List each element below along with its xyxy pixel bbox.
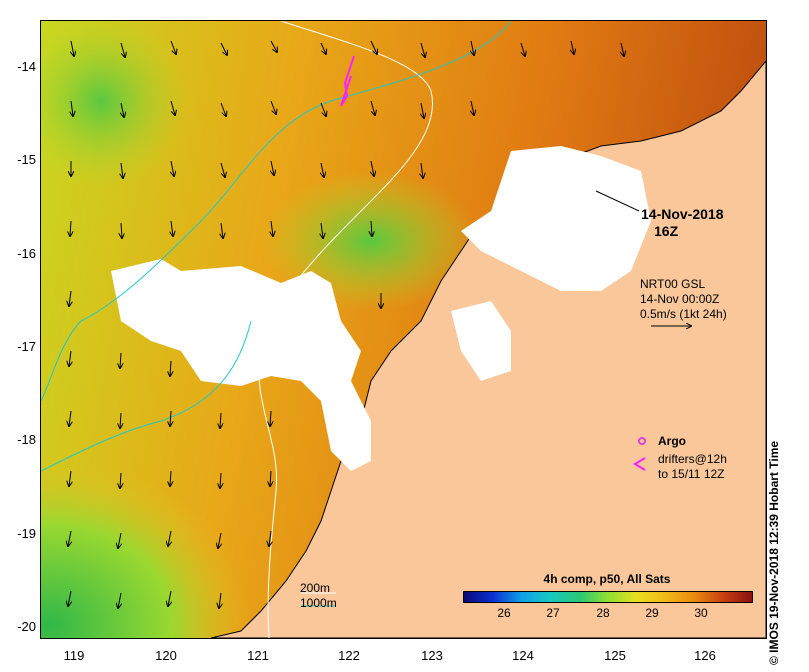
x-tick-label: 124 [512, 648, 534, 663]
colorbar-tick: 27 [546, 606, 560, 620]
drifter-legend-line2: to 15/11 12Z [658, 467, 725, 481]
cool-water-north [41, 21, 191, 191]
vector-legend-model: NRT00 GSL [640, 277, 706, 291]
imos-credit: © IMOS 19-Nov-2018 12:39 Hobart Time [767, 440, 781, 665]
drifter-track [340, 55, 355, 107]
colorbar-tick: 30 [694, 606, 708, 620]
sst-colorbar [463, 591, 753, 603]
drifter-legend-line1: drifters@12h [658, 452, 727, 466]
isobath-1000m [41, 21, 512, 402]
sst-map-canvas [41, 21, 766, 638]
y-tick-label: -14 [17, 59, 36, 74]
x-tick-label: 120 [155, 648, 177, 663]
drifter-symbol [633, 457, 646, 471]
cloud-patch [451, 301, 511, 381]
cool-water-south [41, 401, 321, 638]
colorbar-tick: 29 [645, 606, 659, 620]
vector-legend-scale: 0.5m/s (1kt 24h) [640, 307, 727, 321]
cloud-patch [461, 146, 651, 291]
colorbar-title: 4h comp, p50, All Sats [543, 572, 671, 586]
isobath-1000m [41, 320, 252, 472]
x-tick-label: 125 [604, 648, 626, 663]
x-tick-label: 122 [338, 648, 360, 663]
isobath-1000m-label: 1000m [300, 596, 337, 610]
x-tick-label: 119 [63, 648, 85, 663]
y-tick-label: -17 [17, 339, 36, 354]
isobath-legend: 200m 1000m [300, 581, 337, 611]
isobath-200m [258, 21, 433, 638]
y-tick-label: -20 [17, 619, 36, 634]
x-tick-label: 121 [247, 648, 269, 663]
sst-map [40, 20, 767, 639]
date-line2: 16Z [654, 223, 679, 239]
argo-legend-label: Argo [658, 434, 686, 448]
isobath-200m-label: 200m [300, 581, 331, 595]
y-tick-label: -16 [17, 246, 36, 261]
date-pointer-line [595, 190, 640, 212]
argo-symbol [638, 437, 646, 445]
x-tick-label: 126 [694, 648, 716, 663]
drifter-legend: drifters@12h to 15/11 12Z [658, 452, 727, 482]
y-tick-label: -19 [17, 526, 36, 541]
vector-legend: NRT00 GSL 14-Nov 00:00Z 0.5m/s (1kt 24h) [640, 277, 727, 322]
vector-legend-time: 14-Nov 00:00Z [640, 292, 720, 306]
x-tick-label: 123 [421, 648, 443, 663]
y-tick-label: -15 [17, 152, 36, 167]
current-vectors [68, 40, 624, 608]
y-tick-label: -18 [17, 432, 36, 447]
colorbar-tick: 26 [497, 606, 511, 620]
image-date-label: 14-Nov-2018 16Z [641, 206, 724, 240]
cloud-patch [111, 259, 371, 471]
colorbar-tick: 28 [596, 606, 610, 620]
date-line1: 14-Nov-2018 [641, 206, 724, 222]
